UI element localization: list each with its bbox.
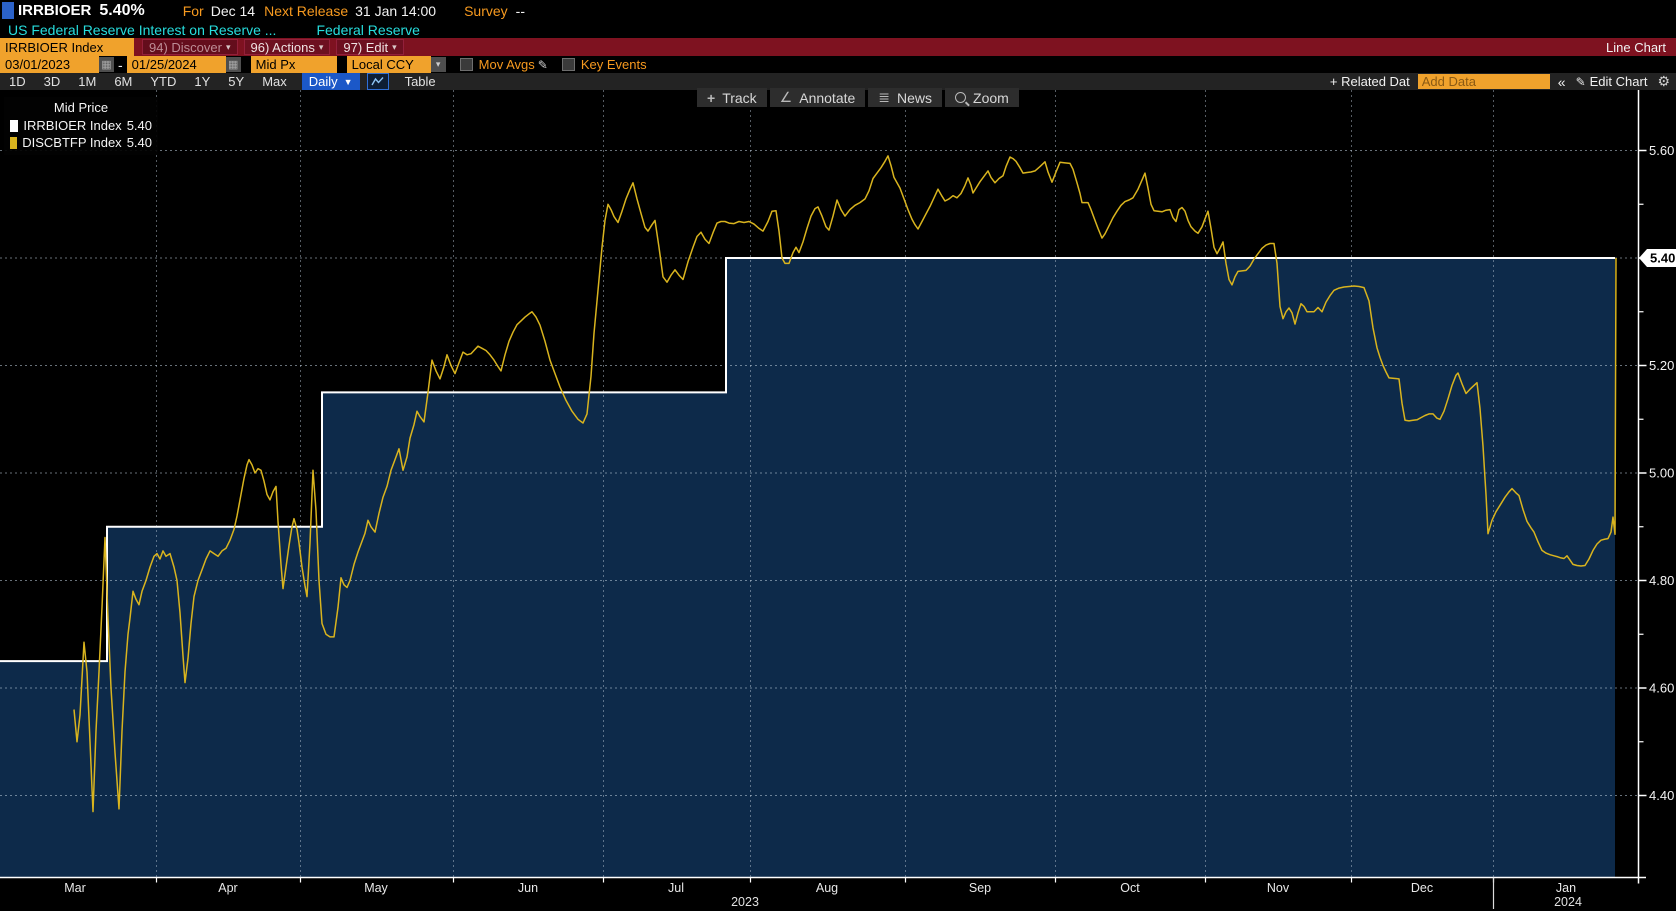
collapse-panel-button[interactable]: « xyxy=(1557,73,1566,90)
y-axis-label: 5.00 xyxy=(1649,466,1674,481)
description-bar: US Federal Reserve Interest on Reserve .… xyxy=(0,21,1676,38)
y-axis-label: 4.80 xyxy=(1649,573,1674,588)
actions-menu-button[interactable]: 96) Actions ▾ xyxy=(243,39,331,55)
chart-controls-bar: 03/01/2023 ▦ - 01/25/2024 ▦ Mid Px Local… xyxy=(0,56,1676,73)
chevron-down-icon[interactable]: ▾ xyxy=(430,57,446,72)
price-type-select[interactable]: Mid Px xyxy=(250,56,337,73)
period-tab-3d[interactable]: 3D xyxy=(43,74,61,89)
period-tab-5y[interactable]: 5Y xyxy=(228,74,245,89)
calendar-icon[interactable]: ▦ xyxy=(225,57,241,72)
annotate-button[interactable]: ∠ Annotate xyxy=(769,88,866,107)
chevron-down-icon: ▾ xyxy=(392,41,397,52)
x-axis-year-label: 2023 xyxy=(731,895,759,909)
gear-icon[interactable]: ⚙ xyxy=(1657,73,1670,89)
chart-legend: Mid Price IRRBIOER Index 5.40 DISCBTFP I… xyxy=(4,97,158,155)
security-color-bar-icon xyxy=(2,2,14,19)
period-tab-1d[interactable]: 1D xyxy=(9,74,26,89)
for-date: Dec 14 xyxy=(210,2,256,19)
series-value: 5.40 xyxy=(126,135,152,150)
currency-select[interactable]: Local CCY xyxy=(346,56,431,73)
next-release-date: 31 Jan 14:00 xyxy=(355,2,437,19)
x-axis-label: May xyxy=(364,881,388,895)
legend-title: Mid Price xyxy=(53,100,109,115)
discbtfp-line xyxy=(73,155,1617,813)
series-swatch-discbtfp xyxy=(10,136,18,149)
x-axis-label: Mar xyxy=(64,881,86,895)
mov-avgs-label: Mov Avgs xyxy=(478,57,535,72)
survey-label: Survey xyxy=(464,2,508,19)
ticker-symbol: IRRBIOER xyxy=(18,2,92,19)
last-price-flag xyxy=(1639,249,1676,267)
magnifier-icon xyxy=(955,92,967,103)
area-fill xyxy=(0,258,1615,877)
frequency-select[interactable]: Daily ▼ xyxy=(301,73,360,90)
date-range-separator: - xyxy=(118,56,123,73)
legend-item: DISCBTFP Index 5.40 xyxy=(4,134,158,151)
chevron-down-icon: ▾ xyxy=(318,41,324,52)
security-description-link[interactable]: US Federal Reserve Interest on Reserve .… xyxy=(8,21,277,38)
irrbioer-step-line xyxy=(0,257,1615,663)
track-button[interactable]: + Track xyxy=(697,88,767,107)
x-axis-label: Apr xyxy=(218,881,237,895)
for-label: For xyxy=(182,2,204,19)
period-tab-1y[interactable]: 1Y xyxy=(194,74,211,89)
chart-type-icon[interactable] xyxy=(366,73,389,90)
security-input[interactable]: IRRBIOER Index xyxy=(0,38,134,56)
next-release-label: Next Release xyxy=(264,2,349,19)
function-menu-bar: IRRBIOER Index 94) Discover ▾ 96) Actions… xyxy=(0,38,1676,56)
zoom-button[interactable]: Zoom xyxy=(945,88,1019,107)
table-button[interactable]: Table xyxy=(404,74,436,89)
chart-toolbar: + Track ∠ Annotate ≣ News Zoom xyxy=(697,88,1019,107)
edit-chart-button[interactable]: Edit Chart xyxy=(1589,74,1648,89)
crosshair-icon: + xyxy=(707,89,716,106)
mov-avgs-checkbox[interactable] xyxy=(459,58,473,71)
key-events-checkbox[interactable] xyxy=(561,58,575,71)
add-data-input[interactable] xyxy=(1417,74,1550,89)
period-tab-max[interactable]: Max xyxy=(262,74,287,89)
x-axis-label: Oct xyxy=(1120,881,1140,895)
function-title: Line Chart xyxy=(1606,39,1666,55)
x-axis-label: Sep xyxy=(969,881,991,895)
news-list-icon: ≣ xyxy=(878,89,891,105)
x-axis-label: Jul xyxy=(668,881,684,895)
last-price-label: 5.40 xyxy=(1650,251,1675,266)
series-label: IRRBIOER Index xyxy=(23,118,122,133)
x-axis-label: Dec xyxy=(1411,881,1433,895)
series-label: DISCBTFP Index xyxy=(22,135,122,150)
survey-value: -- xyxy=(515,2,525,19)
annotate-pencil-icon: ∠ xyxy=(779,89,793,105)
x-axis-label: Aug xyxy=(816,881,838,895)
y-axis-label: 4.60 xyxy=(1649,681,1674,696)
date-to-input[interactable]: 01/25/2024 xyxy=(126,56,226,73)
x-axis-label: Nov xyxy=(1267,881,1290,895)
period-bar: 1D 3D 1M 6M YTD 1Y 5Y Max Daily ▼ Table +… xyxy=(0,73,1676,90)
y-axis-label: 5.20 xyxy=(1649,358,1674,373)
date-from-input[interactable]: 03/01/2023 xyxy=(0,56,99,73)
period-tab-1m[interactable]: 1M xyxy=(78,74,97,89)
period-tab-6m[interactable]: 6M xyxy=(114,74,133,89)
related-data-button[interactable]: + Related Dat xyxy=(1329,74,1410,89)
security-source-link[interactable]: Federal Reserve xyxy=(316,21,420,38)
key-events-label: Key Events xyxy=(580,57,647,72)
series-swatch-irrbioer xyxy=(10,119,19,132)
x-axis-label: Jan xyxy=(1556,881,1576,895)
y-axis-label: 4.40 xyxy=(1649,788,1674,803)
series-value: 5.40 xyxy=(126,118,152,133)
pencil-icon[interactable]: ✎ xyxy=(537,57,548,72)
title-bar: IRRBIOER 5.40% For Dec 14 Next Release 3… xyxy=(0,0,1676,21)
period-tab-ytd[interactable]: YTD xyxy=(150,74,177,89)
chevron-down-icon: ▾ xyxy=(225,41,231,52)
pencil-icon: ✎ xyxy=(1575,74,1586,89)
chevron-down-icon: ▼ xyxy=(343,76,353,87)
ticker-last-value: 5.40% xyxy=(99,1,145,19)
discover-menu-button[interactable]: 94) Discover ▾ xyxy=(142,39,238,55)
y-axis-label: 5.60 xyxy=(1649,143,1674,158)
news-button[interactable]: ≣ News xyxy=(868,88,943,107)
x-axis-year-label: 2024 xyxy=(1554,895,1582,909)
edit-menu-button[interactable]: 97) Edit ▾ xyxy=(336,39,404,55)
calendar-icon[interactable]: ▦ xyxy=(99,57,114,72)
x-axis-label: Jun xyxy=(518,881,538,895)
legend-item: IRRBIOER Index 5.40 xyxy=(4,117,158,134)
